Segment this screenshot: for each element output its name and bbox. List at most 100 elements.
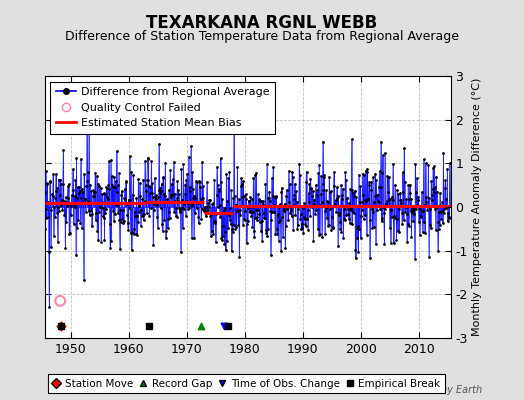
Point (178, 204, 187, 211)
Point (215, 202, 224, 208)
Point (156, 184, 165, 191)
Point (315, 162, 323, 168)
Point (236, 207, 244, 213)
Point (126, 230, 135, 237)
Point (218, 237, 226, 244)
Point (386, 196, 395, 202)
Point (324, 223, 332, 229)
Point (375, 184, 383, 190)
Point (344, 216, 353, 222)
Point (270, 202, 278, 208)
Point (173, 195, 181, 201)
Point (219, 233, 227, 240)
Point (263, 233, 271, 239)
Point (445, 215, 453, 222)
Point (271, 194, 280, 200)
Point (439, 150, 447, 156)
Point (88, 211, 96, 217)
Point (221, 205, 229, 211)
Point (250, 172, 259, 178)
Point (441, 177, 450, 184)
Point (303, 216, 311, 222)
Point (143, 210, 151, 216)
Point (243, 221, 252, 228)
Point (269, 164, 277, 170)
Point (306, 176, 314, 182)
Point (280, 208, 288, 214)
Point (233, 208, 241, 214)
Point (331, 202, 339, 209)
Point (271, 231, 279, 238)
Point (203, 179, 211, 186)
Point (357, 212, 365, 219)
Point (368, 224, 377, 231)
Point (57, 322, 65, 329)
Point (70, 201, 78, 207)
Point (337, 192, 346, 198)
Point (305, 199, 313, 205)
Point (331, 200, 339, 207)
Point (437, 216, 445, 222)
Point (434, 248, 442, 254)
Point (56, 176, 64, 183)
Point (219, 196, 227, 203)
Point (98, 191, 106, 197)
Point (244, 205, 252, 212)
Point (212, 239, 220, 245)
Point (150, 200, 158, 207)
Point (101, 210, 110, 216)
Point (87, 188, 95, 194)
Point (131, 208, 139, 215)
Point (182, 198, 191, 204)
Point (418, 208, 427, 214)
Point (391, 182, 399, 188)
Point (306, 213, 314, 219)
Point (136, 193, 145, 200)
Point (404, 182, 412, 188)
Point (422, 199, 430, 205)
Point (195, 178, 203, 184)
Point (344, 211, 352, 217)
Point (413, 202, 421, 208)
Point (367, 179, 376, 185)
Point (308, 192, 316, 199)
Point (280, 206, 289, 213)
Point (434, 226, 443, 232)
Point (80, 277, 88, 284)
Point (427, 178, 435, 184)
Point (133, 212, 141, 219)
Point (141, 158, 149, 164)
Point (266, 208, 275, 214)
Point (314, 232, 323, 238)
Point (346, 207, 355, 214)
Point (255, 196, 263, 203)
Point (125, 153, 134, 160)
Point (339, 234, 347, 241)
Point (275, 238, 283, 244)
Point (124, 226, 133, 233)
Point (193, 200, 202, 206)
Point (76, 220, 84, 226)
Point (252, 206, 260, 213)
Point (171, 212, 180, 219)
Point (371, 170, 379, 177)
Point (247, 212, 256, 219)
Point (150, 207, 158, 213)
Point (116, 207, 125, 213)
Point (222, 170, 231, 177)
Point (46, 179, 54, 185)
Point (49, 193, 57, 200)
Point (231, 192, 239, 199)
Point (323, 215, 331, 221)
Point (343, 206, 352, 212)
Point (178, 197, 186, 204)
Point (42, 206, 50, 213)
Point (296, 172, 304, 178)
Text: Berkeley Earth: Berkeley Earth (410, 385, 482, 395)
Point (80, 170, 89, 177)
Point (211, 217, 219, 224)
Point (77, 156, 85, 162)
Point (128, 229, 136, 235)
Point (281, 245, 289, 251)
Point (104, 182, 113, 188)
